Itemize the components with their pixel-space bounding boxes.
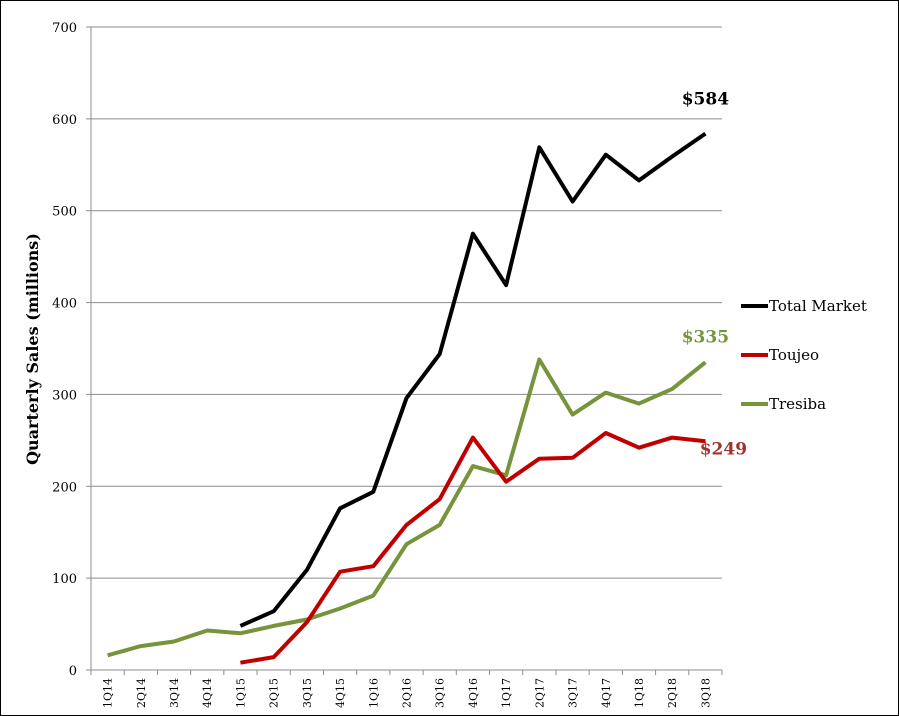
x-tick-label: 3Q15 — [301, 678, 314, 708]
x-tick-labels: 1Q14 2Q14 3Q14 4Q14 1Q15 2Q15 3Q15 4Q15 1Q16 2Q16… — [102, 678, 713, 708]
series-line-toujeo — [240, 431, 706, 665]
x-tick-label: 2Q16 — [401, 678, 414, 708]
x-tick-label: 3Q14 — [168, 678, 181, 708]
x-tick-label: 1Q15 — [234, 678, 247, 708]
legend-label-toujeo: Toujeo — [769, 346, 819, 364]
x-tick-label: 3Q18 — [699, 678, 712, 708]
x-tick-label: 2Q14 — [135, 678, 148, 708]
annotations: $584 $335 $249 — [682, 90, 747, 460]
x-tick-label: 1Q16 — [367, 678, 380, 708]
x-tick-label: 2Q17 — [533, 678, 546, 708]
x-tick-label: 2Q15 — [268, 678, 281, 708]
axes — [86, 26, 723, 675]
x-tick-label: 1Q14 — [102, 678, 115, 708]
y-tick-label: 700 — [52, 21, 77, 36]
annotation-total-market: $584 — [682, 90, 729, 110]
y-tick-label: 500 — [52, 205, 77, 220]
series-line-total-market — [239, 131, 707, 628]
legend-label-tresiba: Tresiba — [769, 395, 826, 413]
y-axis-label: Quarterly Sales (millions) — [23, 233, 42, 465]
x-tick-label: 4Q15 — [334, 678, 347, 708]
annotation-toujeo: $249 — [700, 439, 747, 459]
y-tick-labels: 0 100 200 300 400 500 600 700 — [52, 21, 77, 679]
x-tick-label: 4Q14 — [201, 678, 214, 708]
x-tick-label: 1Q17 — [500, 678, 513, 708]
series-line-tresiba — [107, 357, 707, 658]
x-tick-label: 2Q18 — [666, 678, 679, 708]
y-tick-label: 300 — [52, 388, 77, 403]
x-tick-label: 1Q18 — [633, 678, 646, 708]
legend: Total Market Toujeo Tresiba — [741, 297, 867, 413]
series-lines — [107, 131, 707, 665]
gridlines — [91, 26, 722, 579]
x-tick-label: 3Q16 — [434, 678, 447, 708]
y-tick-label: 600 — [52, 113, 77, 128]
y-tick-label: 400 — [52, 297, 77, 312]
y-tick-label: 100 — [52, 572, 77, 587]
y-tick-label: 200 — [52, 480, 77, 495]
annotation-tresiba: $335 — [682, 327, 729, 347]
x-tick-label: 4Q17 — [600, 678, 613, 708]
legend-label-total-market: Total Market — [769, 297, 867, 315]
x-tick-label: 4Q16 — [467, 678, 480, 708]
y-tick-label: 0 — [69, 664, 77, 679]
x-tick-label: 3Q17 — [567, 678, 580, 708]
